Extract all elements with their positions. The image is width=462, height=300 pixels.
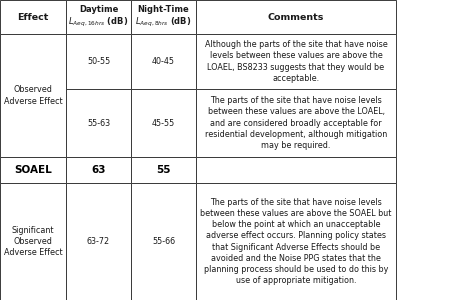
Bar	[131, 157, 196, 183]
Bar	[66, 34, 131, 89]
Text: 50-55: 50-55	[87, 57, 110, 66]
Text: The parts of the site that have noise levels
between these values are above the : The parts of the site that have noise le…	[201, 198, 392, 285]
Bar	[131, 34, 196, 89]
Bar	[66, 0, 131, 34]
Bar	[196, 183, 396, 300]
Text: Although the parts of the site that have noise
levels between these values are a: Although the parts of the site that have…	[205, 40, 387, 82]
Text: Effect: Effect	[17, 13, 49, 22]
Text: Night-Time
$L_{Aeq,8hrs}$ (dB): Night-Time $L_{Aeq,8hrs}$ (dB)	[135, 5, 192, 29]
Bar	[196, 0, 396, 34]
Bar	[0, 157, 66, 183]
Text: 55-63: 55-63	[87, 118, 110, 127]
Bar	[66, 183, 131, 300]
Text: SOAEL: SOAEL	[14, 165, 52, 175]
Bar	[0, 0, 66, 34]
Text: Comments: Comments	[268, 13, 324, 22]
Bar	[196, 34, 396, 89]
Text: Significant
Observed
Adverse Effect: Significant Observed Adverse Effect	[4, 226, 62, 257]
Text: 40-45: 40-45	[152, 57, 175, 66]
Bar	[131, 89, 196, 157]
Text: Daytime
$L_{Aeq,16hrs}$ (dB): Daytime $L_{Aeq,16hrs}$ (dB)	[68, 5, 128, 29]
Text: 63: 63	[91, 165, 106, 175]
Bar	[131, 0, 196, 34]
Bar	[66, 157, 131, 183]
Bar	[66, 89, 131, 157]
Text: Observed
Adverse Effect: Observed Adverse Effect	[4, 85, 62, 106]
Text: 45-55: 45-55	[152, 118, 175, 127]
Text: 55: 55	[156, 165, 171, 175]
Text: 55-66: 55-66	[152, 237, 175, 246]
Bar	[131, 183, 196, 300]
Text: 63-72: 63-72	[87, 237, 110, 246]
Bar	[0, 183, 66, 300]
Bar	[196, 89, 396, 157]
Bar	[196, 157, 396, 183]
Text: The parts of the site that have noise levels
between these values are above the : The parts of the site that have noise le…	[205, 96, 387, 150]
Bar	[0, 34, 66, 157]
